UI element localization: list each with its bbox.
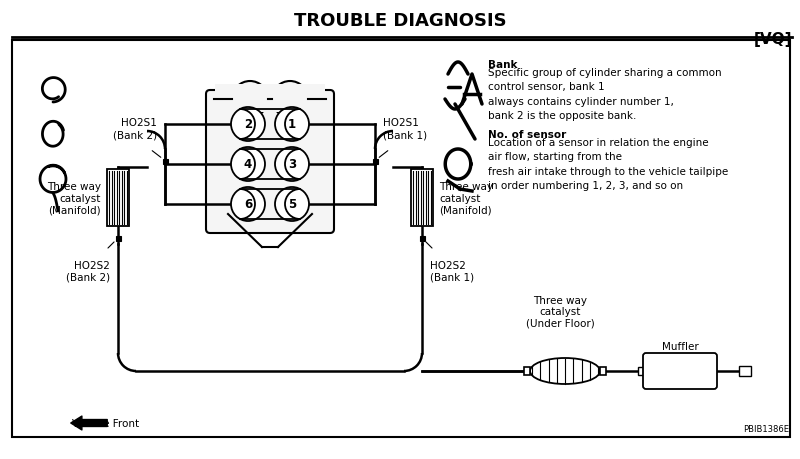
Circle shape: [275, 188, 309, 222]
Text: 5: 5: [288, 198, 296, 211]
Text: Three way
catalyst
(Manifold): Three way catalyst (Manifold): [439, 181, 493, 215]
FancyBboxPatch shape: [206, 91, 334, 234]
Text: HO2S1
(Bank 2): HO2S1 (Bank 2): [113, 118, 157, 140]
Text: Muffler: Muffler: [662, 341, 698, 351]
Text: PBIB1386E: PBIB1386E: [743, 424, 789, 433]
Bar: [12, 41, 790, 437]
FancyBboxPatch shape: [643, 353, 717, 389]
Text: HO2S1
(Bank 1): HO2S1 (Bank 1): [383, 118, 427, 140]
Bar: [162, 159, 167, 164]
Bar: [373, 159, 378, 164]
Text: HO2S2
(Bank 1): HO2S2 (Bank 1): [430, 260, 474, 282]
Bar: [524, 367, 530, 375]
Bar: [600, 367, 606, 375]
Bar: [739, 366, 751, 376]
Circle shape: [232, 82, 268, 118]
Text: TROUBLE DIAGNOSIS: TROUBLE DIAGNOSIS: [294, 12, 506, 30]
Text: No. of sensor: No. of sensor: [488, 130, 566, 140]
Bar: [215, 85, 325, 113]
Text: Specific group of cylinder sharing a common
control sensor, bank 1
always contai: Specific group of cylinder sharing a com…: [488, 68, 722, 121]
Text: 3: 3: [288, 158, 296, 171]
Circle shape: [231, 188, 265, 222]
Text: HO2S2
(Bank 2): HO2S2 (Bank 2): [66, 260, 110, 282]
Bar: [419, 236, 425, 241]
Text: 2: 2: [244, 118, 252, 131]
Text: 1: 1: [288, 118, 296, 131]
Circle shape: [275, 148, 309, 182]
Text: Three way
catalyst
(Manifold): Three way catalyst (Manifold): [47, 181, 101, 215]
Ellipse shape: [530, 358, 600, 384]
Text: Three way
catalyst
(Under Floor): Three way catalyst (Under Floor): [526, 295, 594, 328]
Text: Bank: Bank: [488, 60, 518, 70]
Text: 6: 6: [244, 198, 252, 211]
Circle shape: [231, 108, 265, 142]
Bar: [638, 367, 646, 375]
Text: Vehicle Front: Vehicle Front: [72, 418, 139, 428]
Circle shape: [272, 82, 308, 118]
Text: Location of a sensor in relation the engine
air flow, starting from the
fresh ai: Location of a sensor in relation the eng…: [488, 138, 728, 191]
Bar: [107, 170, 129, 226]
Bar: [115, 236, 121, 241]
Circle shape: [231, 148, 265, 182]
FancyArrowPatch shape: [70, 416, 107, 430]
Text: 4: 4: [244, 158, 252, 171]
Circle shape: [275, 108, 309, 142]
Bar: [411, 170, 433, 226]
Text: [VQ]: [VQ]: [754, 32, 792, 47]
